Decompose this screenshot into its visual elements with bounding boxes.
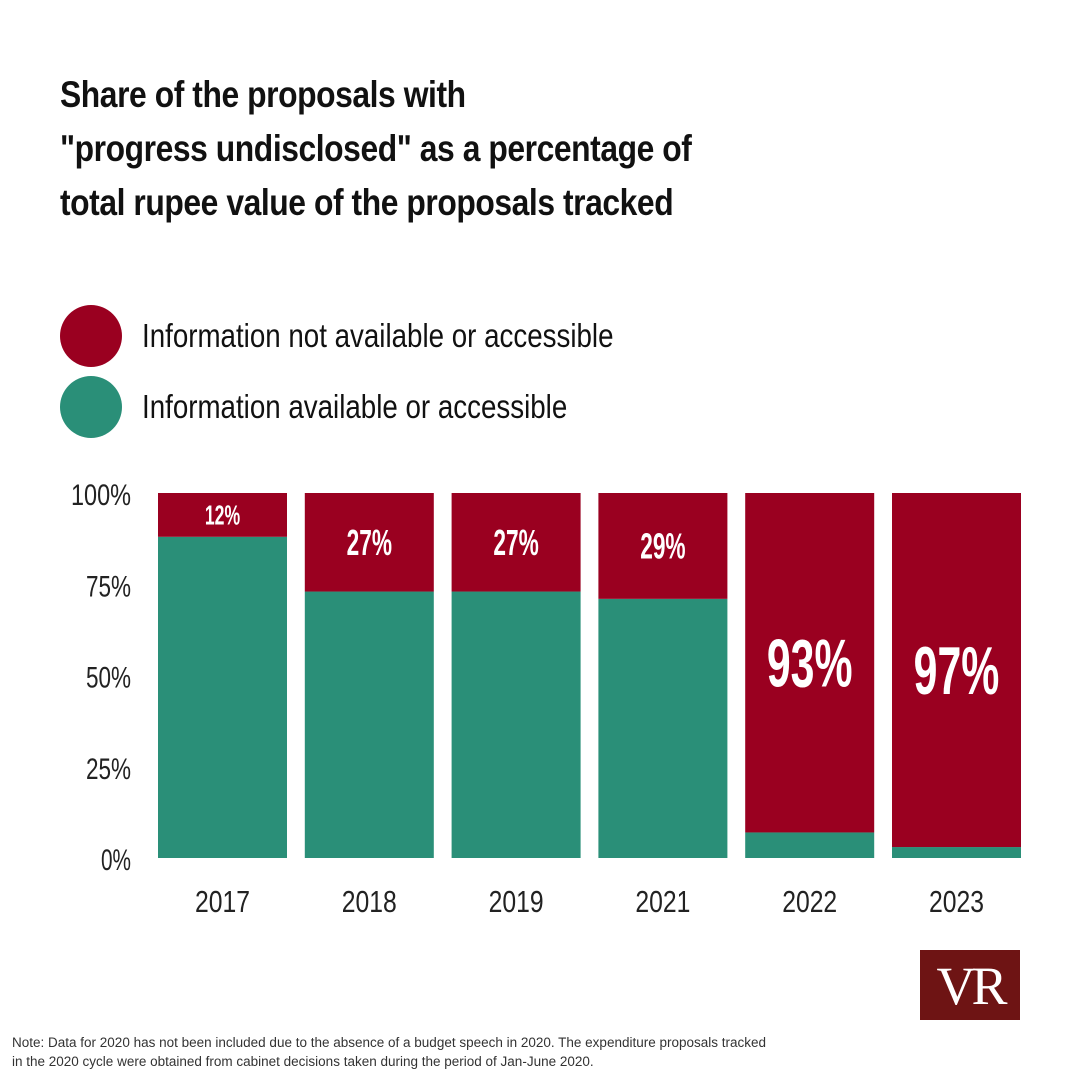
bar-segment-not-available xyxy=(598,493,728,599)
footnote-line: in the 2020 cycle were obtained from cab… xyxy=(12,1054,594,1069)
legend-label: Information not available or accessible xyxy=(142,317,614,354)
x-tick-label: 2023 xyxy=(929,884,984,919)
data-label: 29% xyxy=(640,526,685,567)
logo-text: VR xyxy=(936,956,1007,1016)
y-tick-label: 100% xyxy=(71,479,131,512)
bar-segment-available xyxy=(158,536,287,858)
vr-logo: VR xyxy=(920,950,1020,1020)
bar-segment-available xyxy=(304,591,434,858)
title-line: "progress undisclosed" as a percentage o… xyxy=(60,128,692,169)
chart-title: Share of the proposals with "progress un… xyxy=(60,68,692,230)
bar-segment-available xyxy=(598,598,728,858)
footnote: Note: Data for 2020 has not been include… xyxy=(12,1033,912,1071)
x-tick-label: 2019 xyxy=(489,884,544,919)
data-label: 27% xyxy=(347,522,392,563)
data-label: 93% xyxy=(767,626,853,702)
footnote-line: Note: Data for 2020 has not been include… xyxy=(12,1035,767,1050)
data-label: 12% xyxy=(205,500,240,531)
x-tick-label: 2022 xyxy=(782,884,837,919)
data-label: 27% xyxy=(493,522,538,563)
legend-label: Information available or accessible xyxy=(142,388,568,425)
y-tick-label: 75% xyxy=(86,570,131,603)
y-tick-label: 0% xyxy=(101,844,131,877)
title-line: total rupee value of the proposals track… xyxy=(60,182,674,223)
bar-segment-not-available xyxy=(158,493,287,537)
y-tick-label: 25% xyxy=(86,753,131,786)
bar-segment-available xyxy=(892,847,1021,858)
legend-swatch-not-available xyxy=(60,305,122,367)
bar-segment-not-available xyxy=(892,493,1021,848)
bar-segment-available xyxy=(451,591,581,858)
bar-segment-not-available xyxy=(745,493,875,833)
x-tick-label: 2018 xyxy=(342,884,397,919)
bar-segment-available xyxy=(745,832,875,858)
x-tick-label: 2017 xyxy=(195,884,250,919)
x-tick-label: 2021 xyxy=(635,884,690,919)
legend-swatch-available xyxy=(60,376,122,438)
bar-segment-not-available xyxy=(451,493,581,592)
y-tick-label: 50% xyxy=(86,662,131,695)
data-label: 97% xyxy=(914,633,1000,709)
bar-segment-not-available xyxy=(304,493,434,592)
title-line: Share of the proposals with xyxy=(60,74,466,115)
